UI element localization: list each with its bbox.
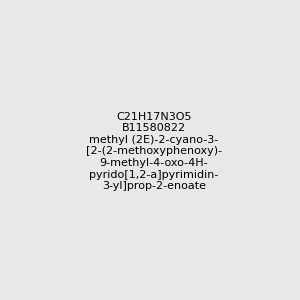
Text: C21H17N3O5
B11580822
methyl (2E)-2-cyano-3-
[2-(2-methoxyphenoxy)-
9-methyl-4-ox: C21H17N3O5 B11580822 methyl (2E)-2-cyano… xyxy=(86,112,222,191)
